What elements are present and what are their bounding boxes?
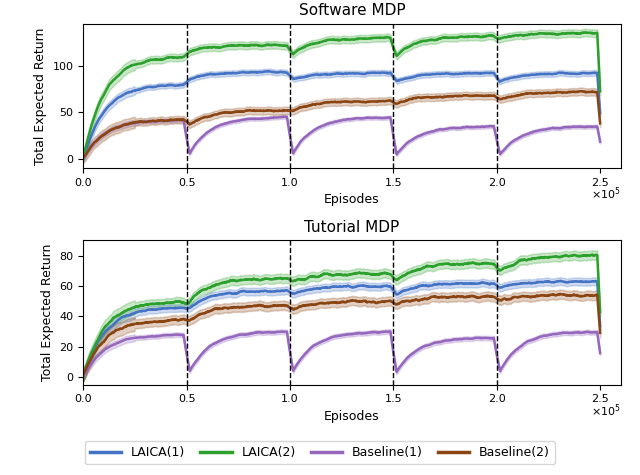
Y-axis label: Total Expected Return: Total Expected Return [34, 27, 47, 165]
X-axis label: Episodes: Episodes [324, 410, 380, 423]
Legend: LAICA(1), LAICA(2), Baseline(1), Baseline(2): LAICA(1), LAICA(2), Baseline(1), Baselin… [85, 441, 555, 464]
Title: Tutorial MDP: Tutorial MDP [305, 220, 399, 235]
X-axis label: Episodes: Episodes [324, 193, 380, 207]
Text: $\times10^5$: $\times10^5$ [591, 402, 621, 418]
Y-axis label: Total Expected Return: Total Expected Return [41, 244, 54, 381]
Text: $\times10^5$: $\times10^5$ [591, 185, 621, 202]
Title: Software MDP: Software MDP [299, 3, 405, 19]
